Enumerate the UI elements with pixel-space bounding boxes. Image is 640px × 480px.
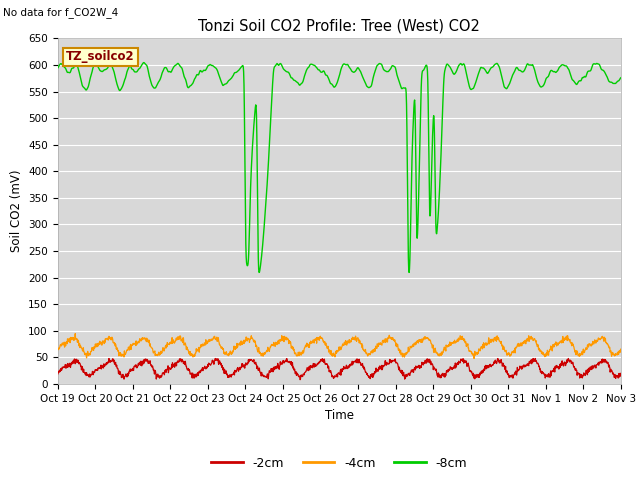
Text: TZ_soilco2: TZ_soilco2 <box>66 50 134 63</box>
Title: Tonzi Soil CO2 Profile: Tree (West) CO2: Tonzi Soil CO2 Profile: Tree (West) CO2 <box>198 18 480 33</box>
Y-axis label: Soil CO2 (mV): Soil CO2 (mV) <box>10 170 22 252</box>
X-axis label: Time: Time <box>324 409 354 422</box>
Text: No data for f_CO2W_4: No data for f_CO2W_4 <box>3 7 118 18</box>
Legend: -2cm, -4cm, -8cm: -2cm, -4cm, -8cm <box>206 452 472 475</box>
